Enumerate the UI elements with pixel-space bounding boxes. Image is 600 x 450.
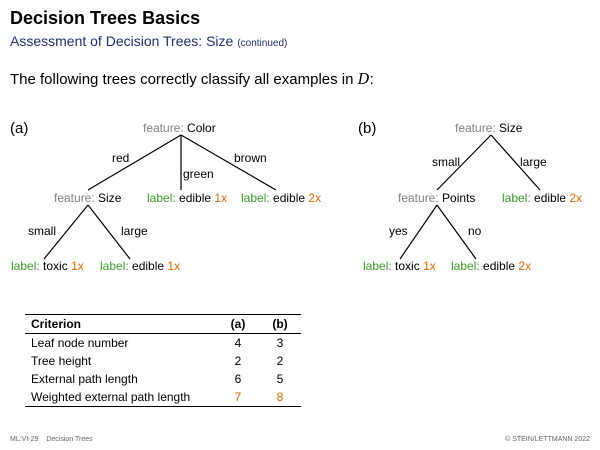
edge-a-small xyxy=(43,204,89,260)
edge-label-b-yes: yes xyxy=(389,224,408,238)
lead-text: The following trees correctly classify a… xyxy=(10,71,354,88)
tree-a-size-node: feature: Size xyxy=(54,191,121,205)
footer-code: ML:VI-29 xyxy=(10,436,39,443)
label-count: 2x xyxy=(569,191,583,205)
edge-a-large xyxy=(87,204,131,260)
edge-a-brown xyxy=(180,134,277,191)
label-count: 1x xyxy=(214,191,228,205)
feature-prefix: feature: xyxy=(455,121,496,135)
label-value: edible xyxy=(534,191,567,205)
lead-suffix: : xyxy=(369,71,374,88)
value-a: 2 xyxy=(234,354,242,368)
subtitle-text: Assessment of Decision Trees: Size xyxy=(10,33,234,49)
label-prefix: label: xyxy=(100,259,129,273)
header-criterion: Criterion xyxy=(25,314,217,334)
lead-symbol: D xyxy=(357,70,370,88)
value-b: 5 xyxy=(276,372,284,386)
feature-value: Size xyxy=(98,191,122,205)
edge-a-red xyxy=(87,134,182,191)
footer-copyright: © STEIN/LETTMANN 2022 xyxy=(505,436,590,443)
label-value: edible xyxy=(273,191,306,205)
feature-prefix: feature: xyxy=(143,121,184,135)
label-count: 1x xyxy=(167,259,181,273)
label-value: edible xyxy=(483,259,516,273)
tree-a-leaf-green: label: edible 1x xyxy=(147,191,227,205)
feature-value: Color xyxy=(187,121,216,135)
panel-label-b: (b) xyxy=(358,120,377,137)
edge-label-b-no: no xyxy=(468,224,482,238)
criterion-name: External path length xyxy=(31,372,138,386)
criteria-table: Criterion (a) (b) Leaf node number 4 3 T… xyxy=(25,314,301,407)
label-prefix: label: xyxy=(451,259,480,273)
label-value: edible xyxy=(132,259,165,273)
tree-a-leaf-small: label: toxic 1x xyxy=(11,259,84,273)
tree-b-leaf-no: label: edible 2x xyxy=(451,259,531,273)
feature-value: Points xyxy=(442,191,476,205)
label-count: 1x xyxy=(71,259,84,273)
table-row: Tree height 2 2 xyxy=(25,352,301,370)
edge-b-large xyxy=(490,134,541,191)
label-prefix: label: xyxy=(11,259,40,273)
feature-prefix: feature: xyxy=(54,191,95,205)
label-value: toxic xyxy=(395,259,420,273)
edge-label-b-small: small xyxy=(432,155,461,169)
table-row: External path length 6 5 xyxy=(25,370,301,388)
feature-prefix: feature: xyxy=(398,191,439,205)
criterion-name: Leaf node number xyxy=(31,336,129,350)
table-row: Weighted external path length 7 8 xyxy=(25,388,301,407)
value-b: 8 xyxy=(259,388,301,407)
tree-b-root: feature: Size xyxy=(455,121,522,135)
label-value: edible xyxy=(179,191,212,205)
value-b: 3 xyxy=(276,336,284,350)
label-prefix: label: xyxy=(241,191,270,205)
tree-b-leaf-yes: label: toxic 1x xyxy=(363,259,436,273)
label-count: 2x xyxy=(308,191,322,205)
criterion-name: Tree height xyxy=(31,354,92,368)
value-a: 7 xyxy=(217,388,259,407)
criterion-name: Weighted external path length xyxy=(25,388,217,407)
edge-label-large: large xyxy=(121,224,148,238)
subtitle-note: (continued) xyxy=(237,38,288,49)
label-prefix: label: xyxy=(502,191,531,205)
edge-label-brown: brown xyxy=(234,151,267,165)
edge-b-small xyxy=(436,134,492,191)
value-a: 6 xyxy=(234,372,242,386)
page-subtitle: Assessment of Decision Trees: Size (conti… xyxy=(10,33,287,49)
edge-b-yes xyxy=(399,204,438,260)
label-prefix: label: xyxy=(363,259,392,273)
label-value: toxic xyxy=(43,259,68,273)
edge-label-green: green xyxy=(183,167,214,181)
value-b: 2 xyxy=(276,354,284,368)
footer-title: Decision Trees xyxy=(46,436,93,443)
lead-sentence: The following trees correctly classify a… xyxy=(10,70,374,88)
panel-label-a: (a) xyxy=(10,120,29,137)
tree-a-leaf-brown: label: edible 2x xyxy=(241,191,321,205)
edge-b-no xyxy=(436,204,477,260)
page-title: Decision Trees Basics xyxy=(10,8,201,28)
tree-a-root: feature: Color xyxy=(143,121,216,135)
value-a: 4 xyxy=(234,336,242,350)
label-count: 1x xyxy=(423,259,436,273)
footer-left: ML:VI-29 Decision Trees xyxy=(10,436,93,443)
table-row: Leaf node number 4 3 xyxy=(25,334,301,353)
header-b: (b) xyxy=(259,314,301,334)
table-header-row: Criterion (a) (b) xyxy=(25,314,301,334)
header-a: (a) xyxy=(217,314,259,334)
tree-b-points-node: feature: Points xyxy=(398,191,475,205)
edge-label-b-large: large xyxy=(520,155,547,169)
feature-value: Size xyxy=(499,121,523,135)
label-prefix: label: xyxy=(147,191,176,205)
tree-b-leaf-large: label: edible 2x xyxy=(502,191,582,205)
edge-label-red: red xyxy=(112,151,130,165)
label-count: 2x xyxy=(518,259,532,273)
edge-label-small: small xyxy=(28,224,57,238)
tree-a-leaf-large: label: edible 1x xyxy=(100,259,180,273)
